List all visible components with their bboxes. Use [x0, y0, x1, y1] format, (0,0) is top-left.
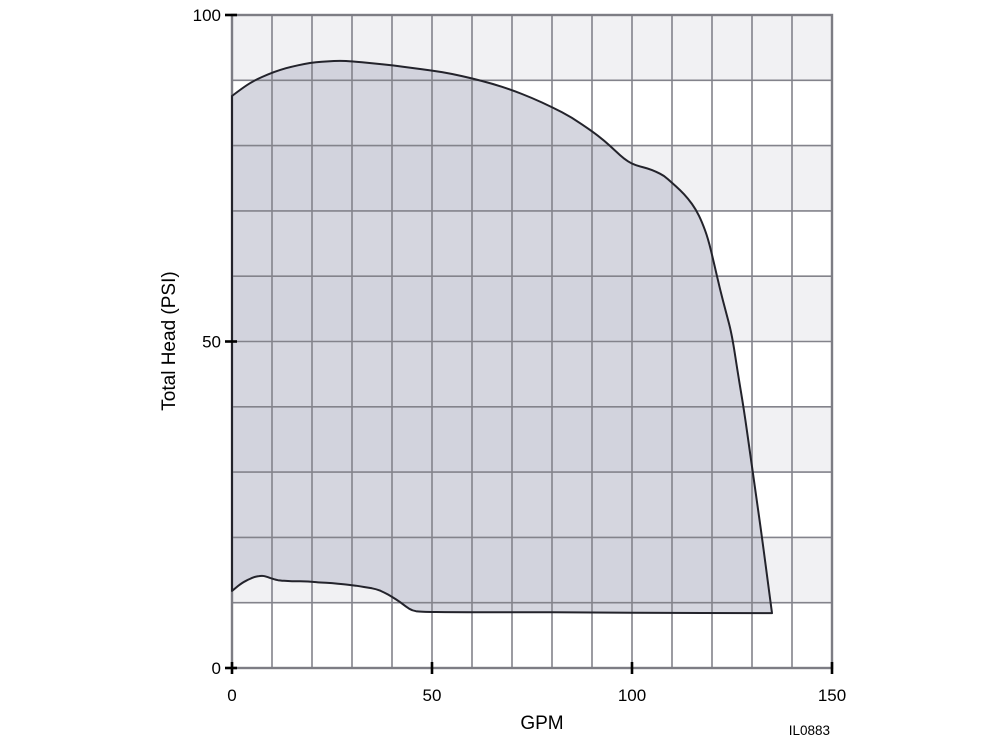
operating-envelope-outline — [231, 59, 773, 615]
y-tick-label: 100 — [193, 6, 221, 25]
x-axis-title: GPM — [520, 713, 564, 734]
y-tick-label: 50 — [202, 333, 221, 352]
x-tick-label: 100 — [618, 686, 646, 705]
figure-id-annotation: IL0883 — [788, 723, 830, 738]
x-tick-label: 0 — [227, 686, 236, 705]
operating-envelope-fill — [232, 60, 772, 614]
x-tick-label: 50 — [423, 686, 442, 705]
y-axis-title: Total Head (PSI) — [159, 271, 180, 411]
x-tick-label: 150 — [818, 686, 846, 705]
y-tick-label: 0 — [212, 659, 221, 678]
